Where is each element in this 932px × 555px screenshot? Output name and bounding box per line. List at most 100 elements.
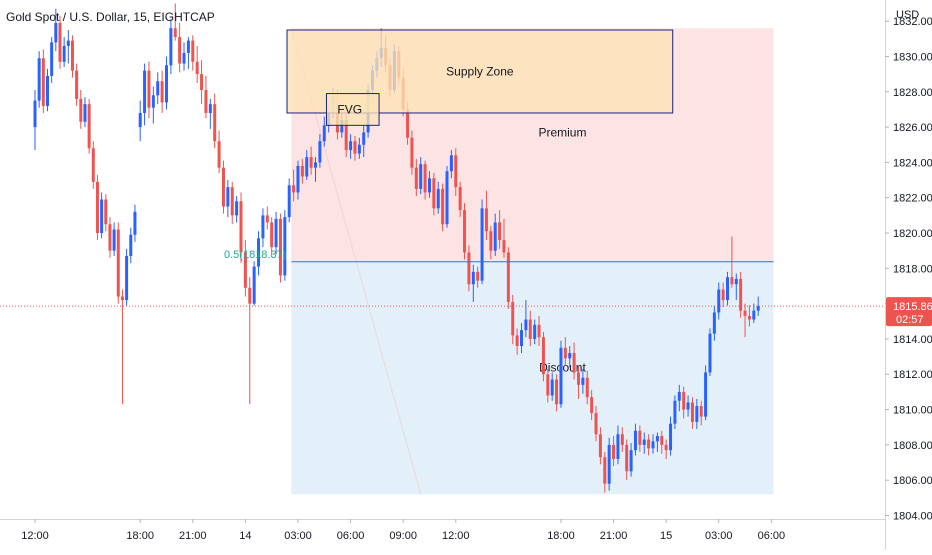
candle <box>734 273 738 301</box>
candle-body <box>349 141 353 151</box>
candle <box>686 395 690 417</box>
candle <box>454 148 458 196</box>
candle <box>58 15 62 69</box>
candle-body <box>344 120 348 151</box>
candle <box>476 266 480 288</box>
candle <box>66 30 70 64</box>
fib-half-label: 0.5(1818.37) <box>224 249 286 261</box>
candle-body <box>747 315 751 320</box>
candle <box>673 395 677 429</box>
price-axis[interactable]: USD 1804.00 1806.00 1808.00 1810.00 1812.00 18… <box>885 9 932 522</box>
time-tick-label: 03:00 <box>705 530 733 542</box>
candle-body <box>524 319 528 331</box>
time-tick-label: 14 <box>239 530 251 542</box>
candle <box>274 211 278 255</box>
time-tick-label: 21:00 <box>600 530 628 542</box>
price-tick-label: 1828.00 <box>893 87 932 99</box>
candle-body <box>100 199 104 234</box>
candle-body <box>62 45 66 62</box>
candle <box>576 365 580 399</box>
candle-body <box>686 402 690 410</box>
price-tick-label: 1832.00 <box>893 16 932 28</box>
candle-body <box>752 310 756 320</box>
candle-body <box>541 337 545 375</box>
candle <box>690 397 694 429</box>
candle-body <box>274 218 278 248</box>
price-tick-label: 1804.00 <box>893 510 932 522</box>
time-axis[interactable]: 12:00 18:00 21:00 14 03:00 06:00 09:00 12:00 18:… <box>21 519 785 542</box>
candle-body <box>230 187 234 216</box>
candle <box>147 61 151 119</box>
candle <box>178 22 182 73</box>
candle-body <box>520 330 524 346</box>
candle <box>156 72 160 105</box>
price-tick-label: 1826.00 <box>893 122 932 134</box>
candle-body <box>186 40 190 53</box>
candle-body <box>449 155 453 172</box>
candle <box>83 97 87 128</box>
candle <box>520 323 524 354</box>
candle <box>581 368 585 394</box>
candle-body <box>133 211 137 235</box>
candle <box>50 37 54 83</box>
candle <box>62 37 66 68</box>
candle <box>471 264 475 302</box>
last-price-bg <box>886 297 932 327</box>
candle <box>546 368 550 403</box>
candle-body <box>590 397 594 414</box>
time-tick-label: 09:00 <box>389 530 417 542</box>
candle-body <box>138 112 142 128</box>
candle-body <box>406 109 410 138</box>
candle-body <box>695 406 699 422</box>
candle <box>511 294 515 345</box>
candle-body <box>143 70 147 113</box>
candle <box>717 282 721 320</box>
time-tick-label: 12:00 <box>21 530 49 542</box>
candle-body <box>572 353 576 373</box>
chart-title: Gold Spot / U.S. Dollar, 15, EIGHTCAP <box>6 10 215 24</box>
candle-body <box>66 40 70 46</box>
candle <box>756 296 760 316</box>
candle <box>213 93 217 149</box>
candle-body <box>682 391 686 410</box>
candle-body <box>655 436 659 442</box>
candle <box>195 45 199 83</box>
candle <box>721 282 725 308</box>
candle-body <box>629 450 633 472</box>
candle <box>151 86 155 124</box>
candle-body <box>620 434 624 445</box>
candle-body <box>467 252 471 285</box>
candle <box>633 423 637 456</box>
candle <box>590 390 594 421</box>
candle <box>625 439 629 481</box>
candle <box>45 68 49 112</box>
candle-body <box>533 324 537 339</box>
candle <box>292 169 296 202</box>
candle <box>138 100 142 142</box>
candle-body <box>213 104 217 142</box>
candle-body <box>70 40 74 71</box>
candle-body <box>41 58 45 106</box>
candle <box>322 116 326 147</box>
candle <box>655 432 659 452</box>
candle <box>108 217 112 258</box>
fvg-label: FVG <box>337 102 362 116</box>
candle-body <box>283 217 287 276</box>
candle-body <box>511 301 515 336</box>
candle-body <box>756 306 760 311</box>
candle-body <box>625 444 629 472</box>
candle <box>100 192 104 239</box>
candle-body <box>493 222 497 251</box>
candle <box>143 63 147 126</box>
price-tick-label: 1822.00 <box>893 193 932 205</box>
candle-body <box>515 335 519 346</box>
candle <box>182 42 186 71</box>
price-tick-label: 1812.00 <box>893 369 932 381</box>
candle <box>270 217 274 256</box>
candle <box>200 60 204 105</box>
candle-body <box>633 430 637 451</box>
candle-body <box>87 104 91 149</box>
candle <box>217 130 221 173</box>
